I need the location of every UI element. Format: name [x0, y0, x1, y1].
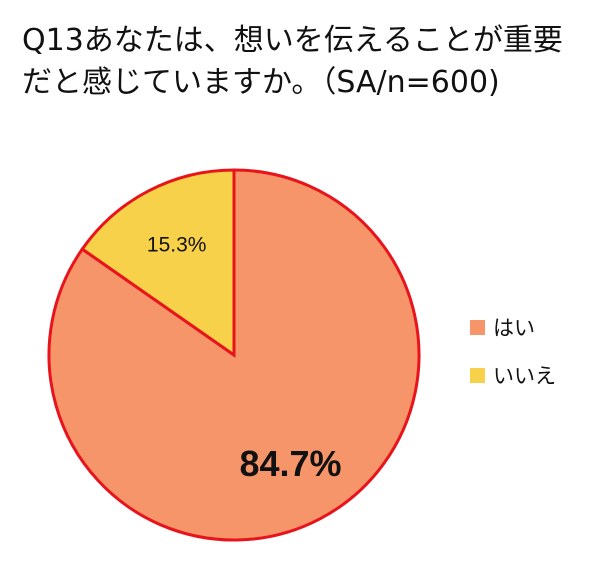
chart-title-line-2: だと感じていますか。（SA/n=600) — [22, 65, 500, 100]
chart-legend: はい いいえ — [470, 312, 556, 408]
legend-label-yes: はい — [493, 316, 535, 340]
pie-slice-no — [80, 168, 236, 358]
legend-swatch-yes — [470, 319, 485, 335]
legend-swatch-no — [470, 367, 485, 383]
legend-item-no: いいえ — [470, 360, 556, 390]
data-label-no: 15.3% — [147, 234, 207, 257]
data-label-yes: 84.7% — [239, 443, 341, 484]
legend-label-no: いいえ — [493, 364, 556, 388]
legend-item-yes: はい — [470, 312, 556, 342]
chart-title: Q13あなたは、想いを伝えることが重要 だと感じていますか。（SA/n=600) — [22, 20, 607, 104]
chart-title-line-1: Q13あなたは、想いを伝えることが重要 — [22, 23, 563, 58]
pie-slice-yes — [47, 168, 421, 542]
